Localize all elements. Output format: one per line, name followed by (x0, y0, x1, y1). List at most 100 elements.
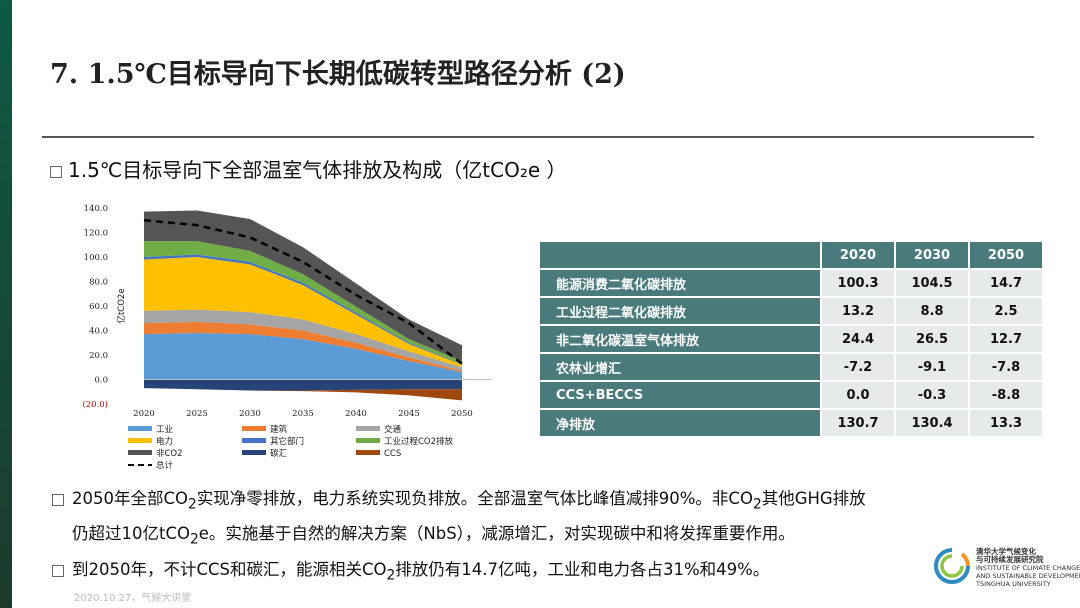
bullet-text: 到2050年，不计CCS和碳汇，能源相关CO (72, 559, 387, 579)
legend-swatch-建筑 (242, 426, 266, 431)
cell-value: 0.0 (820, 380, 896, 410)
cell-value: 8.8 (894, 296, 970, 326)
cell-value: 130.4 (894, 408, 970, 438)
cell-value: -9.1 (894, 352, 970, 382)
bullet-square-icon (52, 564, 64, 577)
table-header-2020: 2020 (820, 240, 896, 270)
y-tick-label: 120.0 (84, 229, 108, 239)
table-row: 非二氧化碳温室气体排放 24.4 26.5 12.7 (538, 324, 1044, 354)
cell-value: 2.5 (968, 296, 1044, 326)
logo-line: INSTITUTE OF CLIMATE CHANGE (976, 564, 1080, 572)
table-header-2050: 2050 (968, 240, 1044, 270)
legend-swatch-工业 (128, 426, 152, 431)
cell-value: 12.7 (968, 324, 1044, 354)
cell-value: 104.5 (894, 268, 970, 298)
area-交通 (144, 309, 462, 371)
cell-value: 13.3 (968, 408, 1044, 438)
bullet-item: 2050年全部CO2实现净零排放，电力系统实现负排放。全部温室气体比峰值减排90… (50, 484, 1050, 519)
legend-swatch-电力 (128, 438, 152, 443)
y-tick-label: 140.0 (84, 204, 108, 214)
subscript: 2 (188, 496, 197, 513)
row-label: 非二氧化碳温室气体排放 (538, 324, 822, 354)
legend-label: 建筑 (270, 424, 288, 435)
footer-text: 2020.10.27，气候大讲堂 (74, 593, 192, 604)
bullet-text: 2050年全部CO (72, 489, 188, 508)
row-label: 农林业增汇 (538, 352, 822, 382)
row-label: 能源消费二氧化碳排放 (538, 268, 822, 298)
table-row: 净排放 130.7 130.4 13.3 (538, 408, 1044, 438)
page-title: 7. 1.5℃目标导向下长期低碳转型路径分析 (2) (50, 59, 626, 90)
logo-line: 清华大学气候变化 (976, 547, 1036, 556)
bullet-text: 排放仍有14.7亿吨，工业和电力各占31%和49%。 (395, 559, 770, 579)
table-row: CCS+BECCS 0.0 -0.3 -8.8 (538, 380, 1044, 410)
y-axis-label: 亿tCO2e (116, 288, 127, 323)
y-tick-label: 0.0 (94, 376, 108, 386)
area-碳汇 (144, 379, 462, 391)
subscript: 2 (752, 496, 762, 513)
y-tick-label: 100.0 (84, 253, 108, 263)
row-label: CCS+BECCS (538, 380, 822, 410)
bullet-text: 仍超过10亿tCO (72, 524, 190, 544)
table-row: 能源消费二氧化碳排放 100.3 104.5 14.7 (538, 268, 1044, 298)
cell-value: 130.7 (820, 408, 896, 438)
title-divider (42, 136, 1034, 138)
cell-value: -8.8 (968, 380, 1044, 410)
table-row: 农林业增汇 -7.2 -9.1 -7.8 (538, 352, 1044, 382)
x-tick-label: 2040 (345, 409, 367, 419)
legend-swatch-非CO2 (128, 450, 152, 455)
row-label: 净排放 (538, 408, 822, 438)
cell-value: -7.2 (820, 352, 896, 382)
legend-label: 电力 (156, 436, 173, 447)
institute-logo: 清华大学气候变化 与可持续发展研究院 INSTITUTE OF CLIMATE … (932, 546, 1080, 588)
subscript: 2 (189, 531, 199, 548)
legend-swatch-其它部门 (242, 438, 266, 443)
emissions-area-chart: 140.0 120.0 100.0 80.0 60.0 40.0 20.0 0.0 (20.0)… (82, 204, 492, 471)
cell-value: 26.5 (894, 324, 970, 354)
legend-label: 总计 (156, 460, 174, 471)
x-tick-label: 2025 (186, 409, 208, 419)
legend-label: 碳汇 (270, 448, 288, 459)
sidebar-stripe (0, 0, 12, 608)
bullet-continuation: 仍超过10亿tCO2e。实施基于自然的解决方案（NbS），减源增汇，对实现碳中和… (50, 519, 1050, 554)
logo-line: 与可持续发展研究院 (976, 555, 1044, 564)
legend-swatch-交通 (356, 426, 380, 431)
legend-swatch-工业过程CO2排放 (356, 438, 380, 443)
emissions-table: 2020 2030 2050 能源消费二氧化碳排放 100.3 104.5 14… (538, 240, 1044, 438)
cell-value: -0.3 (894, 380, 970, 410)
table-header-row: 2020 2030 2050 (538, 240, 1044, 270)
bullet-item: 到2050年，不计CCS和碳汇，能源相关CO2排放仍有14.7亿吨，工业和电力各… (50, 555, 1050, 590)
area-工业 (144, 332, 462, 380)
bullet-text: e。实施基于自然的解决方案（NbS），减源增汇，对实现碳中和将发挥重要作用。 (198, 524, 795, 544)
legend-swatch-CCS (356, 450, 380, 455)
area-电力 (144, 257, 462, 368)
x-tick-label: 2035 (292, 409, 314, 419)
bullet-square-icon (50, 165, 62, 178)
x-tick-label: 2050 (451, 409, 473, 419)
cell-value: 100.3 (820, 268, 896, 298)
bullet-text: 实现净零排放，电力系统实现负排放。全部温室气体比峰值减排90%。非CO (196, 489, 753, 508)
legend-swatch-碳汇 (242, 450, 266, 455)
chart-heading: 1.5℃目标导向下全部温室气体排放及构成（亿tCO₂e ） (50, 154, 567, 183)
table-header-2030: 2030 (894, 240, 970, 270)
area-工业过程CO2排放 (144, 241, 462, 365)
area-建筑 (144, 321, 462, 373)
bullet-square-icon (52, 494, 64, 506)
total-line (143, 219, 463, 365)
logo-line: AND SUSTAINABLE DEVELOPMENT (976, 572, 1080, 580)
legend-label: 工业过程CO2排放 (384, 436, 454, 447)
chart-heading-text: 1.5℃目标导向下全部温室气体排放及构成（亿tCO₂e ） (68, 158, 567, 182)
cell-value: 14.7 (968, 268, 1044, 298)
y-tick-label: (20.0) (82, 399, 108, 410)
logo-ring-icon (934, 548, 970, 584)
area-非CO2 (144, 210, 462, 362)
cell-value: -7.8 (968, 352, 1044, 382)
y-tick-label: 80.0 (89, 278, 108, 288)
cell-value: 13.2 (820, 296, 896, 326)
legend-label: 其它部门 (270, 436, 304, 447)
legend-label: 工业 (156, 424, 173, 435)
y-tick-label: 40.0 (89, 327, 108, 337)
logo-text: 清华大学气候变化 与可持续发展研究院 INSTITUTE OF CLIMATE … (976, 547, 1080, 589)
area-CCS (144, 388, 462, 401)
x-tick-label: 2030 (239, 409, 261, 419)
logo-line: TSINGHUA UNIVERSITY (976, 580, 1051, 588)
